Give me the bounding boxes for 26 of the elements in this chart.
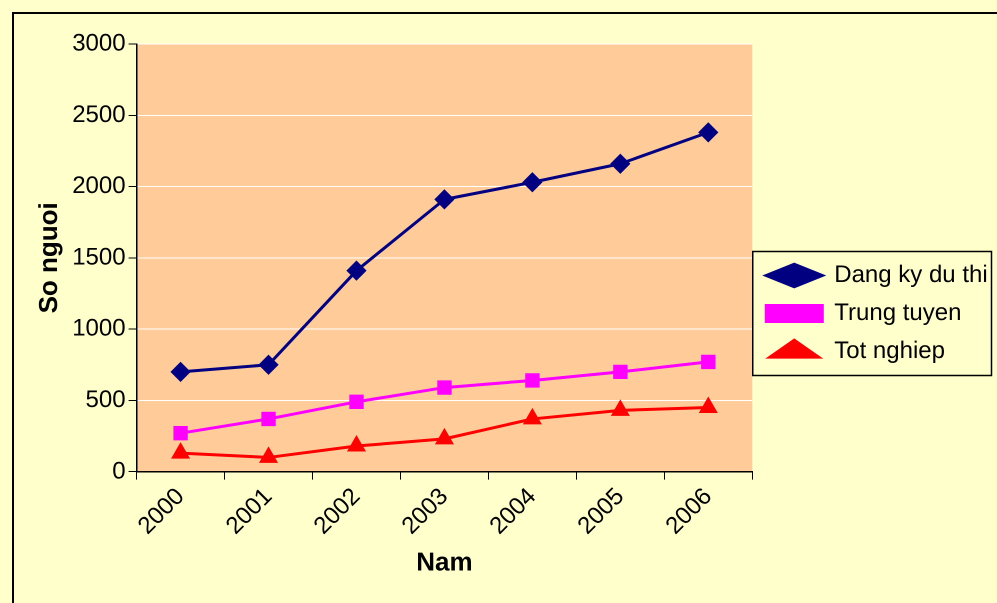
y-tick-label: 500	[86, 386, 126, 414]
y-tick-label: 3000	[72, 30, 126, 57]
point	[525, 373, 540, 388]
point	[434, 190, 454, 209]
point	[522, 172, 542, 192]
point	[346, 261, 366, 280]
y-tick-label: 0	[112, 457, 126, 484]
legend-label: Dang ky du thi	[834, 261, 988, 288]
y-tick-label: 2000	[72, 172, 126, 200]
y-axis-title: So nguoi	[32, 202, 63, 314]
point	[173, 426, 188, 440]
point	[701, 354, 716, 370]
legend-label: Trung tuyen	[834, 299, 962, 326]
point	[171, 362, 190, 382]
y-tick-label: 2500	[72, 100, 126, 128]
point	[610, 154, 630, 174]
y-tick-label: 1500	[72, 243, 126, 270]
point	[349, 394, 364, 409]
point	[261, 412, 276, 426]
x-axis-title: Nam	[416, 546, 473, 577]
point	[698, 122, 718, 142]
y-tick-label: 1000	[72, 314, 126, 342]
point	[613, 364, 628, 380]
point	[437, 380, 452, 395]
legend-label: Tot nghiep	[834, 337, 946, 364]
point	[259, 355, 278, 374]
